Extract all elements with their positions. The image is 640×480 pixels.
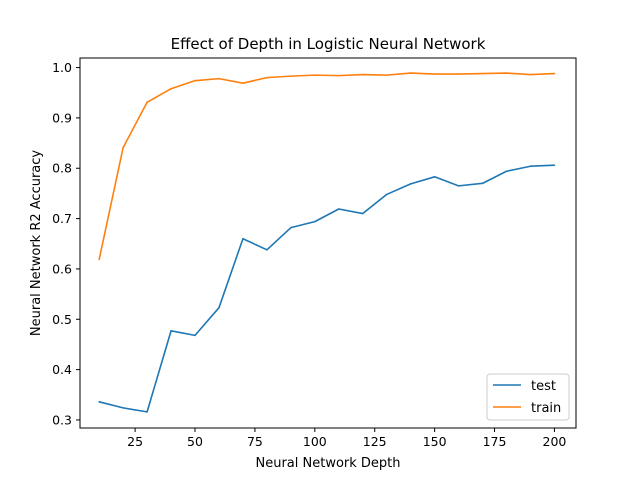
data-point-train bbox=[314, 74, 316, 76]
data-point-train bbox=[98, 258, 100, 261]
y-tick-label: 0.6 bbox=[52, 261, 72, 276]
data-point-train bbox=[218, 77, 220, 80]
x-tick-label: 25 bbox=[127, 434, 143, 449]
x-tick-label: 125 bbox=[363, 434, 387, 449]
legend: test train bbox=[486, 373, 570, 421]
data-point-test bbox=[529, 165, 532, 168]
data-point-test bbox=[170, 330, 172, 332]
data-point-test bbox=[218, 306, 220, 309]
y-tick-label: 0.5 bbox=[52, 312, 72, 327]
data-point-train bbox=[457, 73, 460, 75]
data-point-train bbox=[194, 79, 196, 82]
plot-frame bbox=[79, 57, 577, 429]
data-point-test bbox=[361, 212, 364, 215]
series-line-train bbox=[98, 72, 555, 260]
data-point-train bbox=[409, 72, 412, 74]
data-point-test bbox=[433, 176, 436, 178]
data-point-train bbox=[481, 72, 484, 75]
data-point-test bbox=[122, 407, 124, 409]
data-point-test bbox=[194, 334, 196, 337]
data-point-train bbox=[337, 74, 340, 77]
data-point-test bbox=[337, 208, 340, 210]
x-axis-title: Neural Network Depth bbox=[255, 456, 400, 471]
data-point-test bbox=[553, 164, 556, 167]
legend-label-test: test bbox=[531, 379, 556, 394]
data-point-train bbox=[385, 74, 388, 76]
data-point-train bbox=[290, 75, 292, 77]
y-tick-label: 0.7 bbox=[52, 211, 72, 226]
data-point-test bbox=[385, 193, 388, 196]
data-point-train bbox=[529, 73, 532, 76]
data-point-test bbox=[242, 237, 244, 240]
data-point-test bbox=[481, 182, 484, 185]
data-point-test bbox=[457, 185, 460, 187]
x-tick-label: 150 bbox=[423, 434, 447, 449]
data-point-train bbox=[505, 72, 508, 74]
x-tick-label: 75 bbox=[247, 434, 263, 449]
data-point-train bbox=[146, 101, 148, 104]
data-point-train bbox=[433, 73, 436, 75]
chart-title: Effect of Depth in Logistic Neural Netwo… bbox=[171, 35, 486, 53]
data-point-train bbox=[266, 76, 268, 79]
data-point-train bbox=[170, 87, 172, 90]
data-point-test bbox=[314, 220, 316, 223]
y-axis-title: Neural Network R2 Accuracy bbox=[29, 150, 44, 337]
x-tick-label: 100 bbox=[303, 434, 327, 449]
data-point-test bbox=[98, 401, 100, 403]
data-point-train bbox=[361, 73, 364, 76]
data-point-test bbox=[146, 411, 148, 413]
y-tick-label: 0.9 bbox=[52, 110, 72, 125]
x-tick-label: 50 bbox=[187, 434, 203, 449]
data-point-test bbox=[266, 249, 268, 251]
data-point-train bbox=[242, 82, 244, 84]
x-tick-label: 200 bbox=[543, 434, 567, 449]
x-tick-label: 175 bbox=[483, 434, 507, 449]
y-tick-label: 1.0 bbox=[52, 60, 72, 75]
series-layer bbox=[98, 72, 556, 413]
data-point-test bbox=[409, 183, 412, 185]
data-point-test bbox=[505, 170, 508, 173]
y-tick-label: 0.3 bbox=[52, 412, 72, 427]
data-point-train bbox=[553, 72, 556, 75]
legend-label-train: train bbox=[531, 401, 561, 416]
y-axis: 0.3 0.4 0.5 0.6 0.7 0.8 0.9 1.0 bbox=[52, 60, 80, 427]
series-line-test bbox=[98, 164, 555, 413]
data-point-train bbox=[122, 146, 124, 149]
data-point-test bbox=[290, 226, 292, 229]
y-tick-label: 0.8 bbox=[52, 161, 72, 176]
x-axis: 25 50 75 100 125 150 175 200 bbox=[127, 428, 566, 449]
y-tick-label: 0.4 bbox=[52, 362, 72, 377]
